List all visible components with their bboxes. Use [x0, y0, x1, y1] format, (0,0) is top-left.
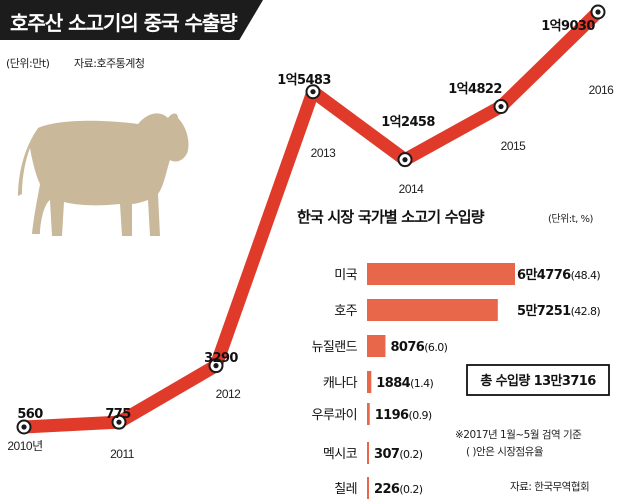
- title-banner: 호주산 소고기의 중국 수출량: [0, 0, 263, 40]
- bar-value: 1884: [376, 376, 410, 391]
- footnote: ( )안은 시장점유율: [466, 446, 544, 458]
- bar-share: (6.0): [424, 341, 447, 354]
- data-point-center: [213, 363, 219, 369]
- data-point-center: [595, 9, 601, 15]
- data-label: 1억9030: [541, 19, 595, 34]
- bar-value-label: 226(0.2): [374, 482, 423, 497]
- import-bar: [367, 371, 372, 393]
- year-label: 2014: [399, 182, 425, 196]
- bar-chart-title: 한국 시장 국가별 소고기 수입량: [297, 208, 485, 226]
- data-point-center: [310, 89, 316, 95]
- bar-value-label: 1196(0.9): [375, 408, 432, 423]
- year-label: 2011: [110, 447, 135, 461]
- country-label: 미국: [334, 268, 357, 283]
- unit-note: (단위:만t): [6, 57, 50, 70]
- import-bar: [367, 263, 515, 285]
- data-label: 1억4822: [448, 82, 502, 97]
- data-point-center: [116, 419, 122, 425]
- bar-share: (0.2): [399, 448, 422, 461]
- year-label: 2013: [311, 146, 337, 160]
- chart-title: 호주산 소고기의 중국 수출량: [10, 11, 238, 35]
- bar-value: 226: [374, 482, 400, 497]
- import-bar: [367, 477, 369, 499]
- data-label: 775: [105, 407, 131, 422]
- bar-chart-unit: (단위:t, %): [548, 212, 593, 225]
- cow-illustration: [18, 113, 189, 236]
- year-label: 2015: [501, 139, 527, 153]
- country-label: 우루과이: [312, 408, 357, 423]
- bar-share: (42.8): [571, 305, 601, 318]
- bar-value-label: 6만4776(48.4): [517, 267, 600, 283]
- import-bar: [367, 299, 498, 321]
- bar-value: 8076: [390, 340, 424, 355]
- bar-value: 307: [374, 447, 400, 462]
- bar-share: (48.4): [571, 269, 601, 282]
- data-point-center: [498, 103, 504, 110]
- bar-value-label: 1884(1.4): [376, 376, 433, 391]
- data-label: 560: [17, 407, 43, 422]
- bar-value: 1196: [375, 408, 409, 423]
- import-bar: [367, 403, 370, 425]
- bar-share: (1.4): [410, 377, 433, 390]
- bar-value: 6만4776: [517, 267, 571, 283]
- source-label: 자료: 한국무역협회: [510, 480, 589, 493]
- data-label: 3290: [204, 351, 238, 366]
- bar-share: (0.9): [409, 409, 432, 422]
- data-label: 1억2458: [381, 115, 435, 130]
- year-label: 2012: [216, 387, 242, 401]
- total-import-label: 총 수입량 13만3716: [480, 373, 596, 389]
- country-label: 멕시코: [323, 447, 358, 462]
- data-point-center: [21, 424, 27, 430]
- bar-value-label: 307(0.2): [374, 447, 423, 462]
- data-point-center: [402, 157, 408, 163]
- country-label: 캐나다: [323, 376, 358, 391]
- import-bar: [367, 335, 386, 357]
- year-label: 2010년: [7, 439, 42, 453]
- country-label: 호주: [334, 304, 357, 319]
- bar-value-label: 5만7251(42.8): [517, 303, 600, 319]
- bar-share: (0.2): [399, 483, 422, 496]
- country-label: 칠레: [334, 482, 357, 497]
- import-bar: [367, 442, 369, 464]
- total-import-box: [466, 364, 610, 396]
- data-label: 1억5483: [277, 73, 331, 88]
- footnote: ※2017년 1월~5월 검역 기준: [455, 429, 582, 441]
- bar-value-label: 8076(6.0): [390, 340, 447, 355]
- source-note: 자료:호주통계청: [74, 57, 145, 70]
- year-label: 2016: [589, 83, 615, 97]
- bar-value: 5만7251: [517, 303, 571, 319]
- country-label: 뉴질랜드: [312, 340, 358, 355]
